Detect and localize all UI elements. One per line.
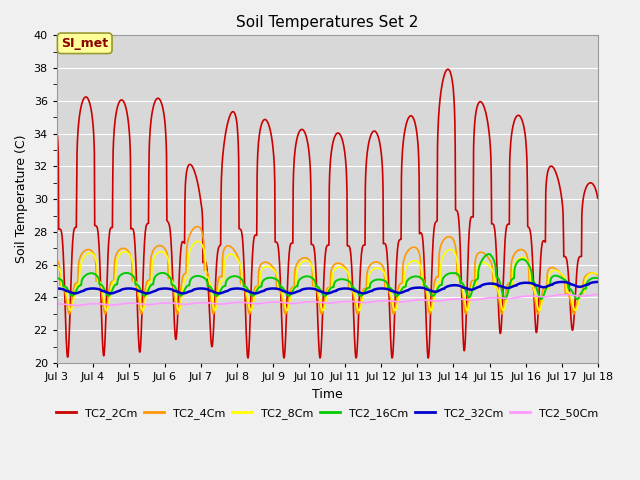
Line: TC2_50Cm: TC2_50Cm <box>57 295 598 305</box>
TC2_4Cm <box>304 256 312 262</box>
TC2_2Cm <box>53 125 61 131</box>
Line: TC2_2Cm: TC2_2Cm <box>57 69 598 358</box>
Legend: TC2_2Cm, TC2_4Cm, TC2_8Cm, TC2_16Cm, TC2_32Cm, TC2_50Cm: TC2_2Cm, TC2_4Cm, TC2_8Cm, TC2_16Cm, TC2… <box>52 403 602 423</box>
TC2_50Cm <box>294 300 301 306</box>
TC2_16Cm <box>53 275 61 281</box>
TC2_32Cm <box>304 286 312 291</box>
TC2_2Cm <box>294 133 301 139</box>
TC2_2Cm <box>95 237 102 243</box>
TC2_4Cm <box>53 257 61 263</box>
TC2_4Cm <box>284 306 291 312</box>
Title: Soil Temperatures Set 2: Soil Temperatures Set 2 <box>236 15 419 30</box>
TC2_4Cm <box>362 286 369 291</box>
TC2_32Cm <box>95 287 103 292</box>
TC2_16Cm <box>294 283 301 289</box>
TC2_4Cm <box>117 246 125 252</box>
TC2_32Cm <box>361 290 369 296</box>
TC2_8Cm <box>284 308 291 313</box>
TC2_16Cm <box>282 291 290 297</box>
TC2_2Cm <box>117 97 125 103</box>
TC2_8Cm <box>53 264 61 269</box>
TC2_32Cm <box>53 286 61 291</box>
TC2_8Cm <box>294 264 302 270</box>
TC2_50Cm <box>95 301 103 307</box>
TC2_32Cm <box>117 287 125 293</box>
TC2_50Cm <box>117 301 125 307</box>
TC2_4Cm <box>294 259 302 264</box>
TC2_4Cm <box>594 273 602 278</box>
Line: TC2_8Cm: TC2_8Cm <box>57 241 598 311</box>
TC2_2Cm <box>361 242 369 248</box>
TC2_16Cm <box>303 274 311 279</box>
TC2_8Cm <box>594 272 602 277</box>
TC2_50Cm <box>283 300 291 306</box>
TC2_4Cm <box>65 311 73 317</box>
TC2_16Cm <box>117 272 125 278</box>
Line: TC2_4Cm: TC2_4Cm <box>57 227 598 314</box>
TC2_2Cm <box>282 316 290 322</box>
TC2_2Cm <box>594 195 602 201</box>
TC2_50Cm <box>594 292 602 298</box>
TC2_16Cm <box>361 289 369 295</box>
Text: SI_met: SI_met <box>61 37 108 50</box>
TC2_4Cm <box>95 279 103 285</box>
TC2_32Cm <box>71 290 79 296</box>
TC2_50Cm <box>304 299 312 305</box>
TC2_2Cm <box>303 138 311 144</box>
TC2_8Cm <box>194 239 202 244</box>
TC2_16Cm <box>95 276 102 282</box>
TC2_8Cm <box>67 308 74 313</box>
TC2_32Cm <box>594 279 602 285</box>
TC2_4Cm <box>194 224 202 229</box>
TC2_2Cm <box>424 355 432 361</box>
TC2_50Cm <box>361 300 369 306</box>
TC2_16Cm <box>485 251 493 257</box>
TC2_8Cm <box>117 250 125 256</box>
Y-axis label: Soil Temperature (C): Soil Temperature (C) <box>15 135 28 264</box>
TC2_32Cm <box>283 289 291 295</box>
TC2_8Cm <box>304 258 312 264</box>
Line: TC2_16Cm: TC2_16Cm <box>57 254 598 299</box>
TC2_16Cm <box>573 296 581 302</box>
TC2_8Cm <box>362 288 369 293</box>
TC2_32Cm <box>294 288 301 294</box>
TC2_2Cm <box>444 66 452 72</box>
TC2_50Cm <box>72 302 80 308</box>
TC2_16Cm <box>594 276 602 281</box>
TC2_50Cm <box>53 301 61 307</box>
TC2_8Cm <box>95 278 103 284</box>
Line: TC2_32Cm: TC2_32Cm <box>57 282 598 293</box>
X-axis label: Time: Time <box>312 388 342 401</box>
TC2_50Cm <box>559 292 567 298</box>
